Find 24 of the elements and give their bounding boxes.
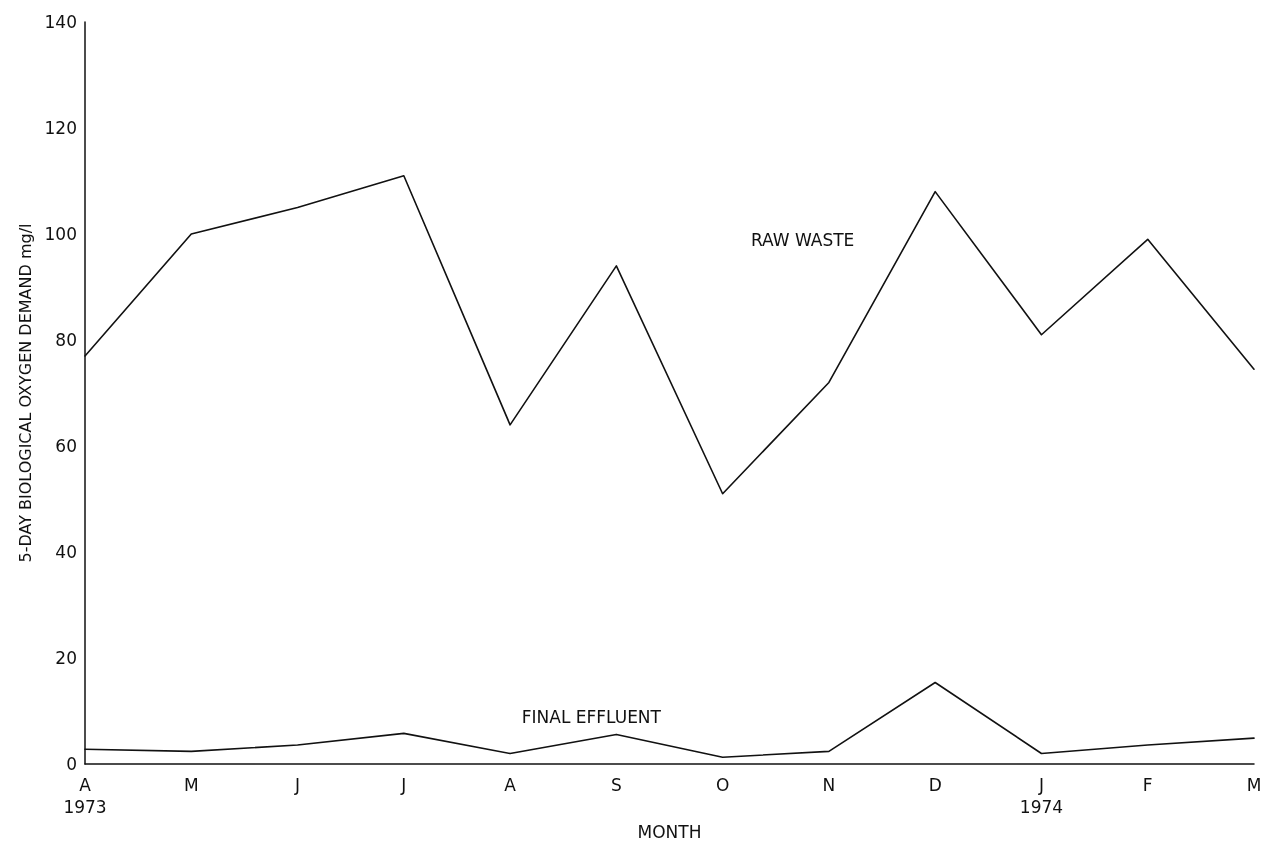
x-tick-label: D bbox=[928, 775, 942, 796]
y-tick-label: 140 bbox=[44, 12, 77, 32]
text: RAW WASTE bbox=[750, 230, 855, 251]
series-label: FINAL EFFLUENT bbox=[521, 706, 662, 727]
y-axis-title: 5-DAY BIOLOGICAL OXYGEN DEMAND mg/l bbox=[15, 223, 35, 563]
x-tick-label: N bbox=[822, 775, 836, 796]
x-tick-label: A bbox=[504, 775, 517, 796]
x-tick-label: A 1973 bbox=[63, 775, 107, 818]
y-tick-label: 80 bbox=[55, 330, 77, 351]
y-tick-label: 120 bbox=[44, 118, 77, 139]
x-axis-title: MONTH bbox=[637, 821, 702, 842]
y-tick-label: 60 bbox=[55, 436, 77, 457]
x-tick-label: J 1974 bbox=[1019, 775, 1064, 818]
x-tick-label: F bbox=[1142, 775, 1153, 796]
x-tick-label: M bbox=[183, 775, 199, 796]
x-tick-label: M bbox=[1246, 775, 1262, 796]
x-tick-label: O bbox=[715, 775, 730, 796]
y-tick-label: 40 bbox=[55, 542, 77, 563]
y-tick-label: 20 bbox=[55, 648, 77, 669]
y-tick-label: 0 bbox=[66, 754, 77, 775]
y-tick-label: 100 bbox=[44, 224, 77, 245]
x-tick-label: J bbox=[294, 775, 301, 796]
x-tick-label: J bbox=[400, 775, 407, 796]
x-tick-label: S bbox=[610, 775, 622, 796]
